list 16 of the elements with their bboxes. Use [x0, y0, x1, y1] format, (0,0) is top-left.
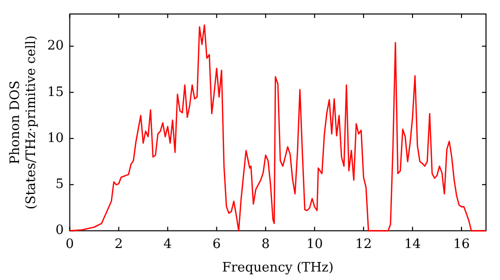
x-tick-label: 2	[114, 236, 123, 252]
y-tick-label: 0	[55, 223, 64, 238]
y-tick-label: 5	[55, 177, 64, 192]
y-axis-title: Phonon DOS (States/THz·primitive cell)	[8, 35, 39, 210]
x-tick-label: 16	[453, 236, 470, 252]
x-tick-label: 6	[212, 236, 221, 252]
x-tick-label: 14	[404, 236, 421, 252]
y-tick-label: 20	[47, 38, 64, 54]
y-tick-label: 15	[47, 84, 64, 100]
y-tick-label: 10	[47, 130, 64, 146]
x-tick-label: 8	[261, 236, 270, 252]
x-tick-label: 10	[306, 236, 323, 252]
x-tick-label: 0	[66, 236, 74, 252]
x-tick-label: 4	[164, 236, 172, 252]
x-axis-title: Frequency (THz)	[222, 260, 334, 276]
x-tick-label: 12	[355, 236, 372, 252]
